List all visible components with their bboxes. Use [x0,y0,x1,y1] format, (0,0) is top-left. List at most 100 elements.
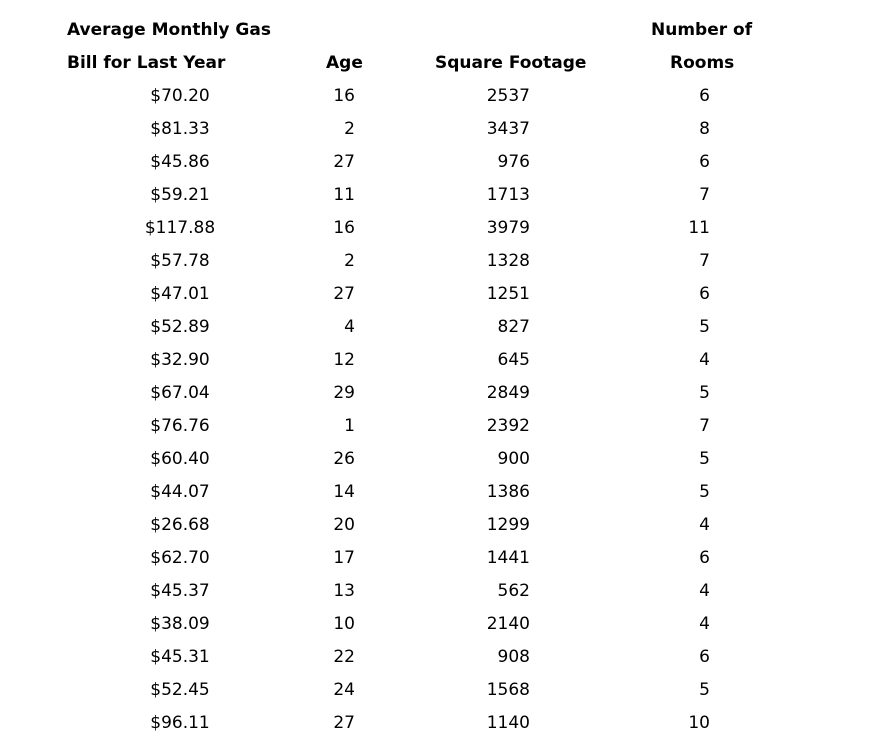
cell-square-footage: 827 [497,317,530,337]
cell-rooms: 6 [699,284,710,304]
cell-square-footage: 1328 [486,251,530,271]
cell-rooms: 6 [699,152,710,172]
cell-square-footage: 2849 [486,383,530,403]
cell-rooms: 5 [699,482,710,502]
table-row: $32.90 12 645 4 [0,350,896,383]
cell-rooms: 4 [699,515,710,535]
table-body: $70.20 16 2537 6 $81.33 2 3437 8 $45.86 27 976 6 $59… [0,86,896,746]
cell-rooms: 6 [699,647,710,667]
cell-age: 12 [333,350,355,370]
cell-age: 14 [333,482,355,502]
cell-gas-bill: $67.04 [150,383,210,403]
cell-square-footage: 3437 [486,119,530,139]
header-square-footage: Square Footage [435,53,587,73]
cell-age: 29 [333,383,355,403]
cell-gas-bill: $45.37 [150,581,210,601]
cell-square-footage: 2392 [486,416,530,436]
cell-gas-bill: $45.86 [150,152,210,172]
cell-gas-bill: $45.31 [150,647,210,667]
cell-age: 26 [333,449,355,469]
cell-square-footage: 3979 [486,218,530,238]
table-row: $67.04 29 2849 5 [0,383,896,416]
table-row: $62.70 17 1441 6 [0,548,896,581]
cell-rooms: 4 [699,350,710,370]
cell-age: 13 [333,581,355,601]
cell-gas-bill: $70.20 [150,86,210,106]
cell-rooms: 7 [699,251,710,271]
cell-gas-bill: $52.45 [150,680,210,700]
cell-square-footage: 2537 [486,86,530,106]
cell-rooms: 8 [699,119,710,139]
cell-age: 17 [333,548,355,568]
table-row: $76.76 1 2392 7 [0,416,896,449]
cell-age: 16 [333,218,355,238]
cell-gas-bill: $60.40 [150,449,210,469]
cell-square-footage: 1713 [486,185,530,205]
cell-rooms: 6 [699,86,710,106]
cell-age: 20 [333,515,355,535]
table-row: $70.20 16 2537 6 [0,86,896,119]
cell-square-footage: 900 [497,449,530,469]
cell-gas-bill: $32.90 [150,350,210,370]
cell-square-footage: 645 [497,350,530,370]
cell-age: 11 [333,185,355,205]
cell-age: 22 [333,647,355,667]
cell-square-footage: 1140 [486,713,530,733]
cell-rooms: 5 [699,449,710,469]
cell-age: 27 [333,152,355,172]
header-bill-line2: Bill for Last Year [67,53,226,73]
cell-age: 27 [333,284,355,304]
cell-rooms: 11 [688,218,710,238]
table-row: $117.88 16 3979 11 [0,218,896,251]
cell-rooms: 5 [699,680,710,700]
cell-square-footage: 1386 [486,482,530,502]
table-row: $45.31 22 908 6 [0,647,896,680]
table-row: $52.89 4 827 5 [0,317,896,350]
cell-square-footage: 1441 [486,548,530,568]
cell-gas-bill: $117.88 [144,218,216,238]
table-row: $81.33 2 3437 8 [0,119,896,152]
cell-gas-bill: $59.21 [150,185,210,205]
cell-gas-bill: $47.01 [150,284,210,304]
table-row: $45.86 27 976 6 [0,152,896,185]
cell-rooms: 7 [699,416,710,436]
cell-age: 27 [333,713,355,733]
cell-gas-bill: $38.09 [150,614,210,634]
cell-age: 2 [344,119,355,139]
cell-rooms: 4 [699,581,710,601]
cell-age: 1 [344,416,355,436]
cell-rooms: 4 [699,614,710,634]
table-row: $52.45 24 1568 5 [0,680,896,713]
table-row: $96.11 27 1140 10 [0,713,896,746]
cell-rooms: 5 [699,317,710,337]
table-row: $60.40 26 900 5 [0,449,896,482]
cell-age: 2 [344,251,355,271]
header-bill-line1: Average Monthly Gas [67,20,271,40]
table-row: $57.78 2 1328 7 [0,251,896,284]
cell-square-footage: 1568 [486,680,530,700]
cell-square-footage: 1251 [486,284,530,304]
cell-gas-bill: $44.07 [150,482,210,502]
cell-rooms: 5 [699,383,710,403]
cell-gas-bill: $52.89 [150,317,210,337]
cell-age: 24 [333,680,355,700]
cell-age: 10 [333,614,355,634]
table-row: $59.21 11 1713 7 [0,185,896,218]
cell-gas-bill: $26.68 [150,515,210,535]
header-rooms-line2: Rooms [670,53,735,73]
cell-gas-bill: $62.70 [150,548,210,568]
cell-age: 16 [333,86,355,106]
cell-rooms: 6 [699,548,710,568]
header-age: Age [326,53,363,73]
table-row: $38.09 10 2140 4 [0,614,896,647]
table-row: $26.68 20 1299 4 [0,515,896,548]
table-row: $47.01 27 1251 6 [0,284,896,317]
cell-gas-bill: $57.78 [150,251,210,271]
cell-square-footage: 2140 [486,614,530,634]
cell-rooms: 10 [688,713,710,733]
cell-gas-bill: $81.33 [150,119,210,139]
cell-age: 4 [344,317,355,337]
table-row: $45.37 13 562 4 [0,581,896,614]
header-rooms-line1: Number of [651,20,753,40]
cell-square-footage: 1299 [486,515,530,535]
